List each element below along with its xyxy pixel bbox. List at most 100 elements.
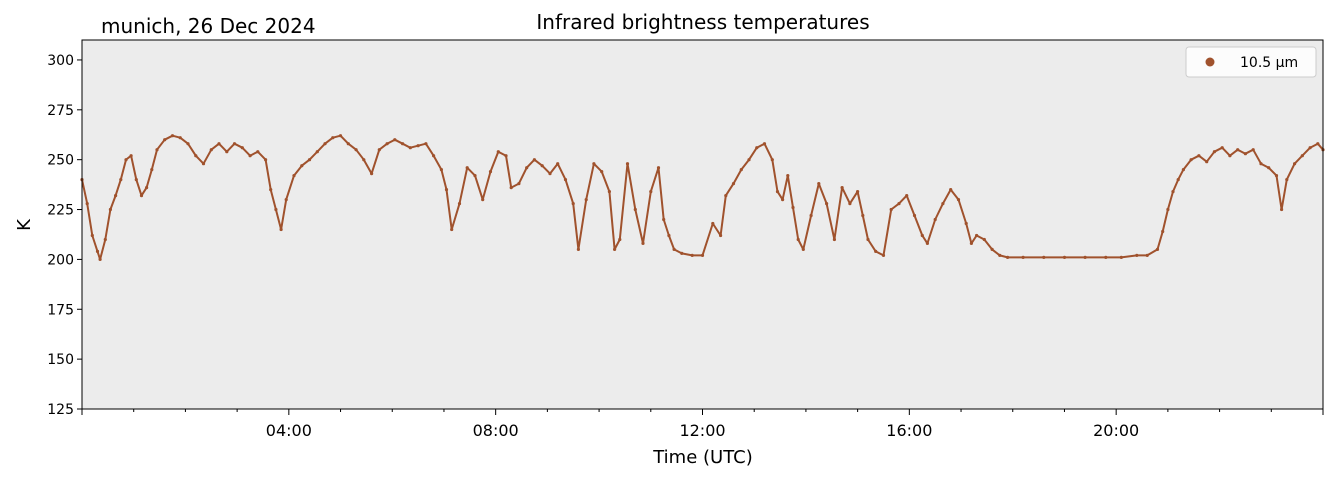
data-point — [155, 148, 159, 152]
y-axis-label: K — [14, 218, 35, 231]
legend: 10.5 µm — [1185, 46, 1317, 78]
data-point — [496, 150, 500, 154]
y-tick-label: 275 — [47, 103, 74, 119]
data-point — [641, 241, 645, 245]
data-point — [770, 158, 774, 162]
data-point — [186, 142, 190, 146]
y-tick-label: 225 — [47, 203, 74, 219]
data-point — [232, 142, 237, 146]
data-point — [292, 174, 296, 178]
data-point — [1042, 255, 1046, 259]
x-tick-label: 20:00 — [1093, 421, 1139, 440]
data-point — [1062, 255, 1067, 259]
data-point — [1166, 207, 1170, 212]
data-point — [248, 154, 252, 158]
data-point — [1212, 150, 1216, 154]
data-point — [1228, 154, 1232, 158]
data-point — [134, 178, 138, 182]
data-point — [279, 227, 283, 232]
data-point — [119, 178, 123, 182]
data-point — [711, 221, 715, 226]
data-point — [408, 146, 412, 150]
data-point — [473, 174, 477, 178]
data-point — [424, 142, 428, 146]
y-tick-label: 150 — [47, 352, 74, 368]
x-tick-label: 04:00 — [266, 421, 312, 440]
data-point — [762, 142, 767, 146]
data-point — [571, 202, 575, 206]
data-point — [432, 154, 436, 158]
data-point — [139, 194, 144, 198]
y-tick-label: 250 — [47, 153, 74, 169]
data-point — [607, 190, 612, 194]
data-point — [269, 188, 273, 192]
data-point — [1308, 146, 1312, 150]
data-point — [1280, 207, 1284, 212]
data-point — [465, 166, 469, 170]
data-point — [825, 202, 829, 206]
data-point — [85, 202, 89, 206]
data-point — [315, 150, 319, 154]
data-point — [548, 172, 552, 176]
data-point — [1267, 166, 1271, 170]
data-point — [338, 134, 343, 138]
data-point — [791, 205, 795, 210]
data-point — [98, 257, 102, 261]
data-point — [1285, 178, 1289, 182]
data-point — [755, 146, 759, 150]
data-point — [114, 194, 118, 198]
data-point — [1083, 255, 1087, 259]
data-point — [982, 237, 986, 242]
data-point — [796, 237, 800, 242]
data-point — [600, 170, 604, 174]
data-point — [1274, 174, 1279, 178]
data-point — [1189, 158, 1193, 162]
data-point — [866, 237, 870, 242]
data-point — [346, 142, 350, 146]
data-point — [881, 253, 886, 257]
data-point — [1155, 247, 1160, 251]
data-point — [969, 241, 974, 245]
data-point — [1176, 178, 1180, 182]
data-point — [284, 198, 288, 202]
data-point — [633, 207, 637, 212]
data-point — [307, 158, 312, 162]
data-point — [576, 247, 581, 251]
data-point — [700, 253, 705, 257]
data-point — [1220, 146, 1224, 150]
chart-title: Infrared brightness temperatures — [536, 10, 869, 34]
data-point — [656, 166, 661, 170]
data-point — [362, 158, 366, 162]
data-point — [377, 148, 381, 152]
data-point — [1243, 152, 1247, 156]
data-point — [532, 158, 537, 162]
data-point — [990, 247, 994, 251]
y-tick-label: 175 — [47, 302, 74, 318]
data-point — [240, 146, 244, 150]
data-point — [517, 182, 521, 186]
data-point — [556, 162, 560, 166]
data-point — [504, 154, 508, 158]
data-point — [719, 233, 723, 238]
data-point — [178, 136, 182, 140]
data-point — [672, 247, 676, 251]
data-point — [481, 198, 485, 202]
data-point — [209, 148, 213, 152]
series-trace — [81, 134, 1324, 261]
data-point — [897, 202, 901, 206]
data-point — [1259, 162, 1263, 166]
data-point — [747, 158, 751, 162]
data-point — [509, 186, 513, 190]
data-point — [163, 138, 167, 142]
data-point — [775, 190, 780, 194]
data-point — [739, 168, 743, 172]
data-point — [103, 237, 107, 242]
data-point — [817, 182, 821, 186]
y-axis: 125 150 175 200 225 250 275 300 — [47, 53, 82, 418]
data-point — [912, 213, 917, 218]
data-point — [840, 186, 844, 190]
data-point — [1300, 154, 1304, 158]
data-point — [1181, 168, 1185, 172]
data-point — [124, 158, 128, 162]
data-point — [525, 166, 529, 170]
